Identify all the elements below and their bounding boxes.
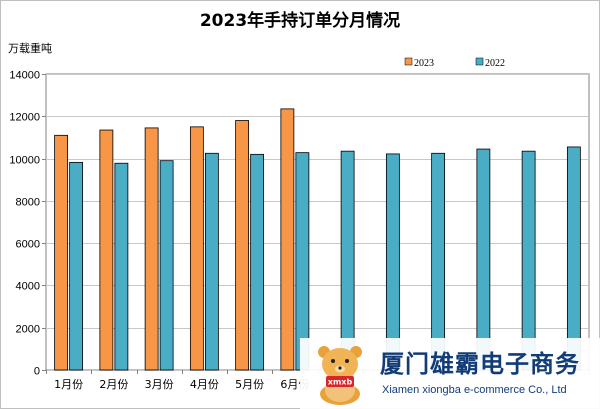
legend-label-2022: 2022 — [485, 58, 505, 69]
bar-2023-5 — [235, 120, 250, 371]
y-tick-label: 0 — [34, 366, 40, 378]
x-category-label: 1月份 — [54, 378, 83, 391]
y-tick-label: 14000 — [9, 70, 40, 82]
y-tick-label: 12000 — [9, 112, 40, 124]
bar-2022-12 — [566, 146, 581, 371]
bar-2022-10 — [476, 148, 491, 371]
y-tick-label: 6000 — [16, 239, 40, 251]
legend: 2023 2022 — [404, 57, 505, 69]
bar-2022-5 — [250, 153, 265, 371]
x-category-label: 3月份 — [145, 378, 174, 391]
logo-text: xmxb — [328, 378, 353, 387]
bar-2023-3 — [144, 127, 159, 371]
y-tick-label: 2000 — [16, 324, 40, 336]
y-tick-label: 8000 — [16, 197, 40, 209]
bar-2023-1 — [54, 134, 69, 371]
company-name: 厦门雄霸电子商务 — [380, 350, 580, 378]
bar-2022-2 — [114, 162, 129, 371]
bar-2022-1 — [69, 161, 84, 371]
bear-mascot-icon: xmxb — [318, 346, 362, 405]
x-category-label: 4月份 — [190, 378, 219, 391]
chart-title: 2023年手持订单分月情况 — [199, 11, 401, 31]
legend-swatch-2022 — [475, 57, 484, 66]
legend-swatch-2023 — [404, 57, 413, 66]
company-english-name: Xiamen xiongba e-commerce Co., Ltd — [382, 384, 567, 396]
y-tick-label: 10000 — [9, 155, 40, 167]
bar-2022-4 — [204, 152, 219, 371]
bar-2023-2 — [99, 129, 114, 371]
y-tick-label: 4000 — [16, 281, 40, 293]
bar-2022-3 — [159, 160, 174, 371]
bar-2023-4 — [189, 126, 204, 371]
x-category-label: 5月份 — [235, 378, 264, 391]
bars-layer — [54, 108, 581, 371]
legend-label-2023: 2023 — [414, 58, 434, 69]
watermark: xmxb 厦门雄霸电子商务 Xiamen xiongba e-commerce … — [300, 338, 600, 409]
bar-2023-6 — [280, 108, 295, 371]
x-category-label: 2月份 — [99, 378, 128, 391]
y-axis-unit-label: 万载重吨 — [8, 41, 52, 55]
axis-layer: 0 2000 4000 6000 8000 10000 12000 14000 1月份 2月份 3月… — [9, 70, 590, 391]
